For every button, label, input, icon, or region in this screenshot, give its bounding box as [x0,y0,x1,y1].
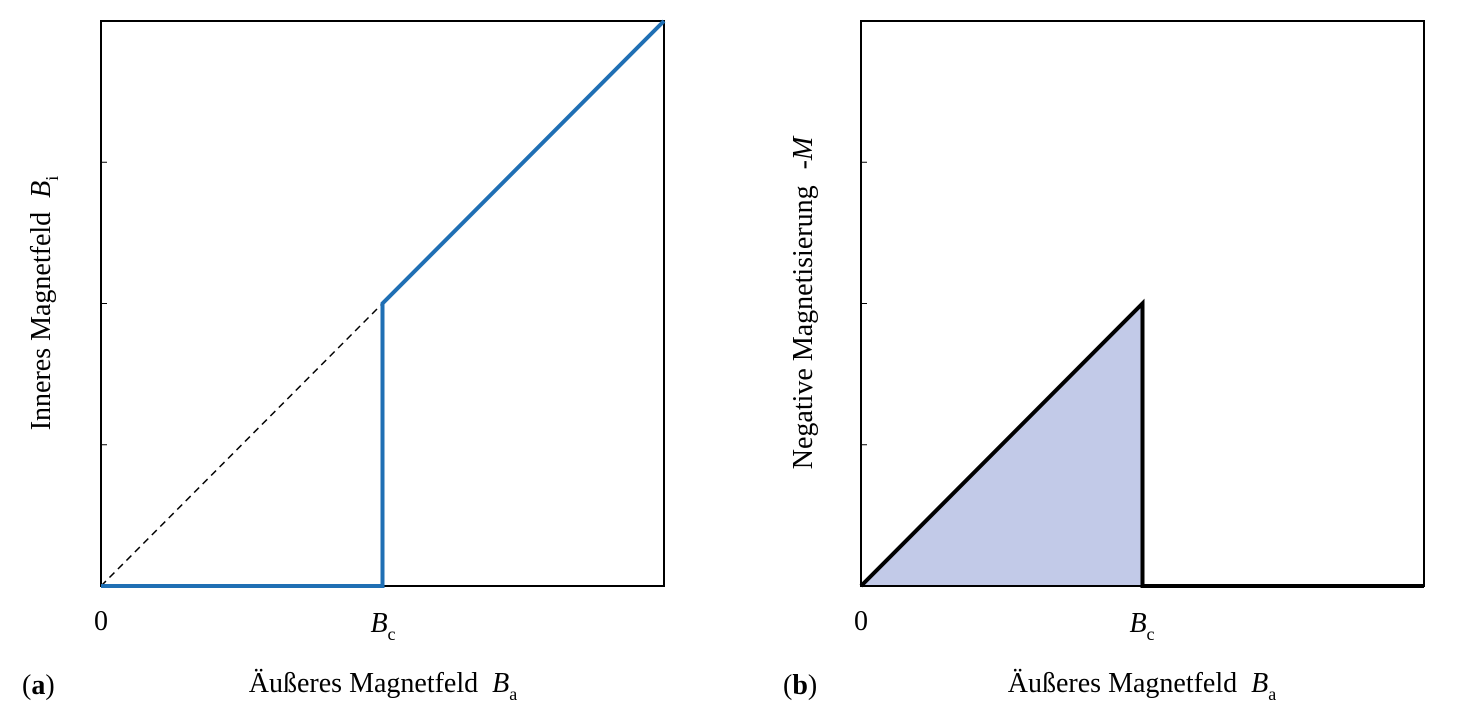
panel-b-y-axis-label: Negative Magnetisierung-M [788,135,819,469]
panel-a-y-axis-label: Inneres MagnetfeldBi [26,176,62,431]
panel-b-x-axis-label: Äußeres Magnetfeld Ba [1008,668,1276,704]
panel-b-x-tick-zero: 0 [854,606,868,637]
panel-a-series-0-line [101,19,666,588]
panel-a-x-tick-zero: 0 [94,606,108,637]
panel-b-panel-label: (b) [783,670,817,701]
panel-a-inner-field-chart: 0 Bc (a) Äußeres Magnetfeld Ba Inneres Ma… [22,19,666,704]
panel-a-series-1-dashed-line [100,302,384,587]
panel-a-x-tick-bc: Bc [370,608,395,644]
panel-b-magnetization-chart: 0 Bc (b) Äußeres Magnetfeld Ba Negative M… [783,20,1425,704]
panel-a-panel-label: (a) [22,670,55,701]
panel-b-x-tick-bc: Bc [1129,608,1154,644]
panel-a-x-axis-label: Äußeres Magnetfeld Ba [249,668,517,704]
